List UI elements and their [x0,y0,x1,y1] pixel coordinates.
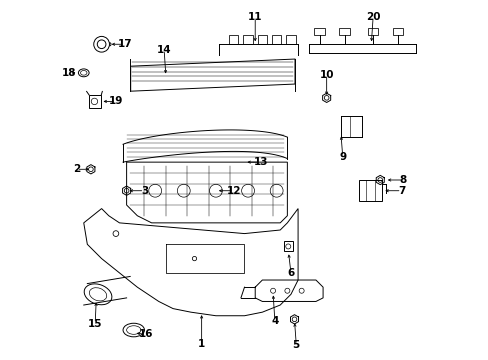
Text: 11: 11 [247,13,262,22]
Text: 4: 4 [271,316,278,326]
Text: 17: 17 [117,39,132,49]
Text: 16: 16 [139,329,153,339]
Text: 19: 19 [108,96,123,107]
Text: 14: 14 [157,45,171,55]
Text: 8: 8 [399,175,406,185]
Text: 6: 6 [287,268,294,278]
Text: 2: 2 [73,164,80,174]
Text: 15: 15 [88,319,102,329]
Text: 13: 13 [253,157,267,167]
Text: 18: 18 [62,68,77,78]
Text: 20: 20 [365,13,380,22]
Text: 10: 10 [319,69,333,80]
Text: 3: 3 [141,186,148,196]
Text: 5: 5 [292,340,299,350]
Text: 1: 1 [198,339,205,349]
Text: 12: 12 [226,186,241,196]
Text: 9: 9 [339,152,346,162]
Text: 7: 7 [397,186,405,196]
